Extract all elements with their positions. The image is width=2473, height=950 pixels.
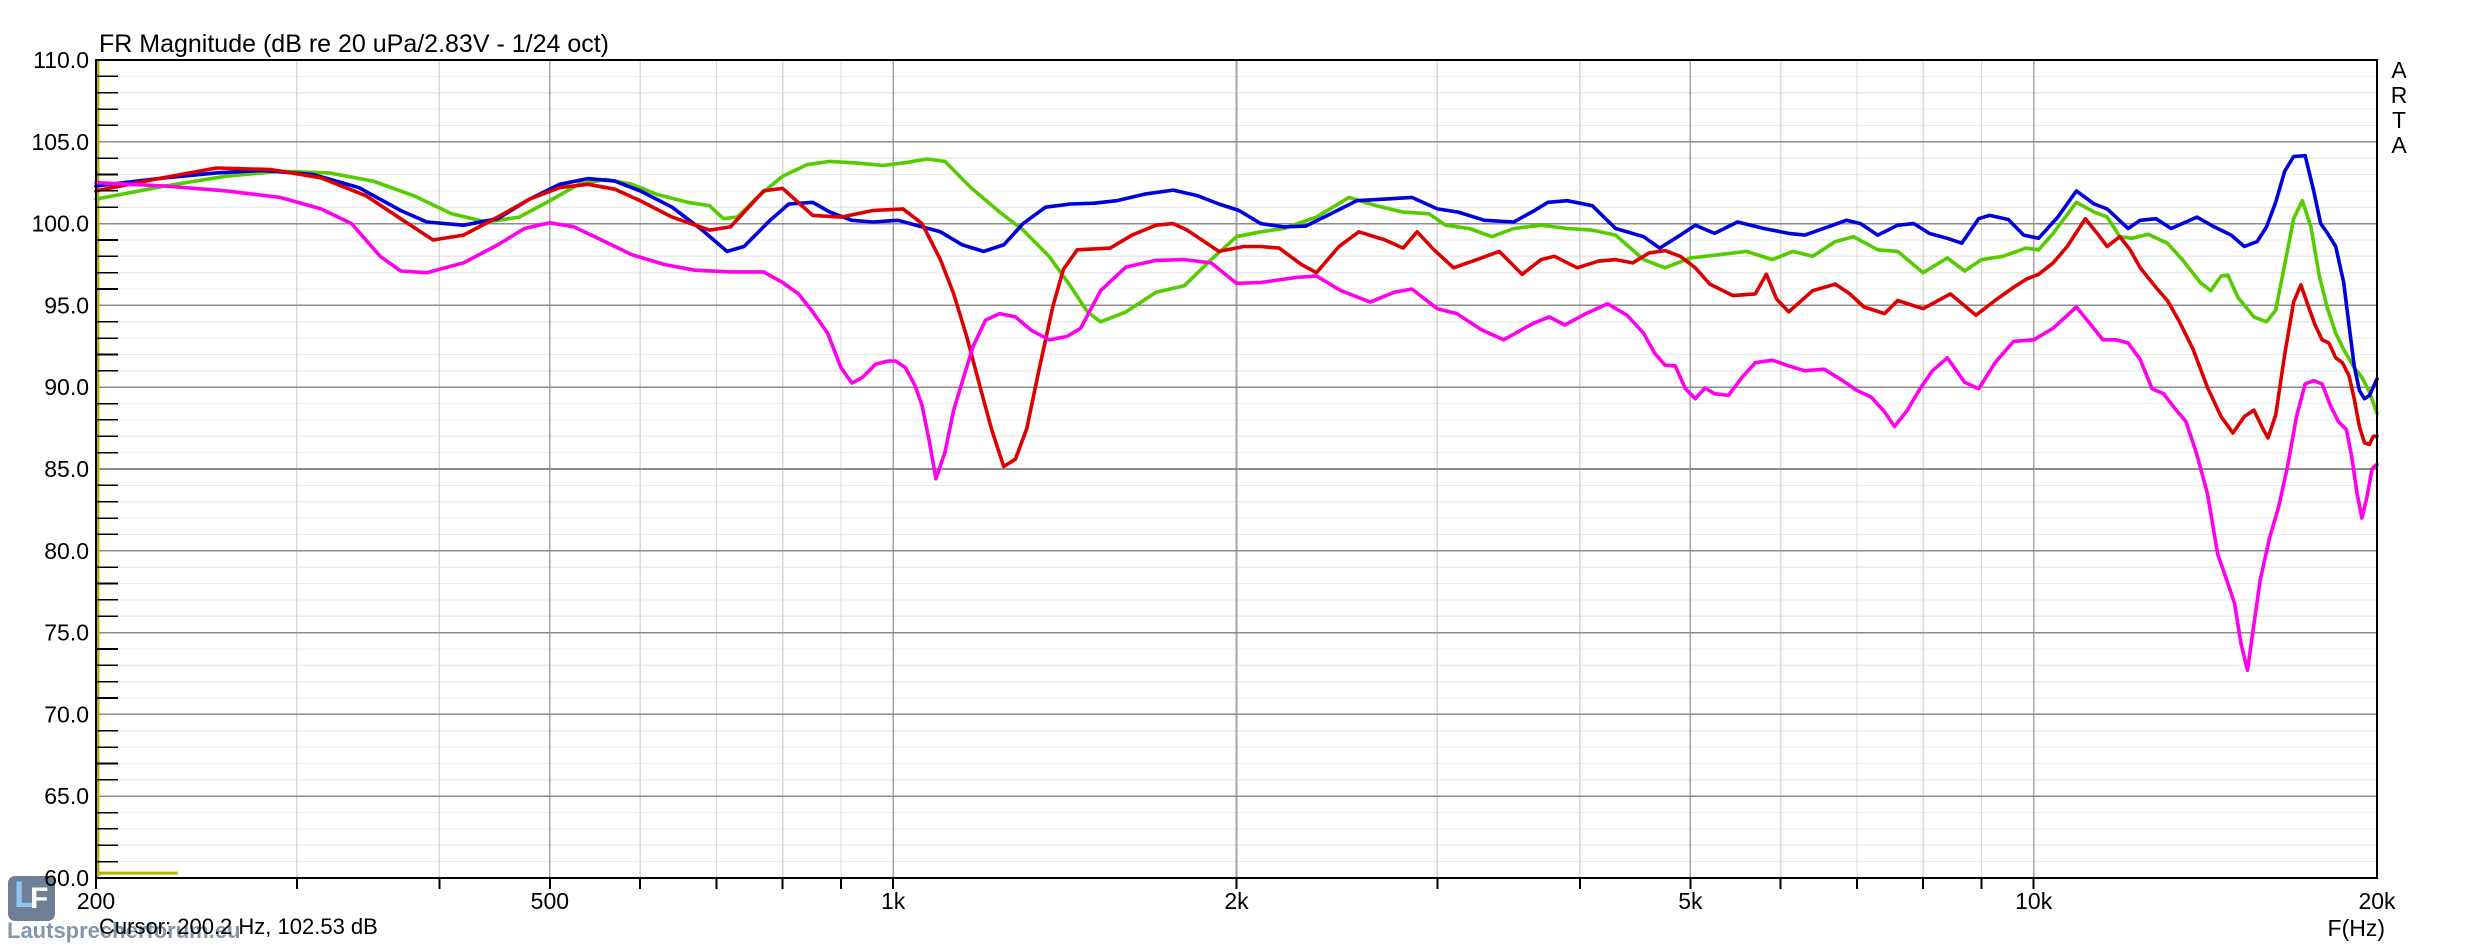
freq-tick-label: 500 (531, 888, 569, 914)
db-tick-label: 90.0 (44, 374, 89, 400)
blue-trace (94, 153, 2379, 401)
magenta-trace (94, 180, 2379, 673)
chart-title: FR Magnitude (dB re 20 uPa/2.83V - 1/24 … (99, 30, 609, 58)
db-tick-label: 85.0 (44, 456, 89, 482)
db-tick-label: 65.0 (44, 783, 89, 809)
green-trace (94, 157, 2379, 416)
watermark-text: Lautsprecherforum.eu (7, 918, 241, 943)
db-tick-label: 95.0 (44, 292, 89, 318)
logo-letter-f: F (30, 882, 49, 915)
freq-tick-label: 200 (77, 888, 115, 914)
freq-tick-label: 5k (1678, 888, 1703, 914)
db-tick-label: 110.0 (33, 47, 89, 73)
db-tick-label: 100.0 (31, 211, 89, 237)
frequency-axis-label: F(Hz) (2327, 915, 2385, 941)
db-tick-label: 70.0 (44, 701, 89, 727)
logo-letter-l: L (14, 874, 37, 915)
cursor-readout: Cursor: 200.2 Hz, 102.53 dB (99, 914, 378, 939)
freq-tick-label: 1k (881, 888, 906, 914)
db-tick-label: 60.0 (44, 865, 89, 891)
freq-tick-label: 20k (2358, 888, 2396, 914)
freq-tick-label: 2k (1224, 888, 1249, 914)
lautsprecherforum-logo: L F (8, 874, 55, 921)
arta-vertical-label: A R T A (2390, 57, 2408, 158)
red-trace (94, 166, 2379, 469)
db-tick-label: 105.0 (31, 129, 89, 155)
freq-tick-label: 10k (2015, 888, 2053, 914)
db-tick-label: 80.0 (44, 538, 89, 564)
db-tick-label: 75.0 (44, 620, 89, 646)
